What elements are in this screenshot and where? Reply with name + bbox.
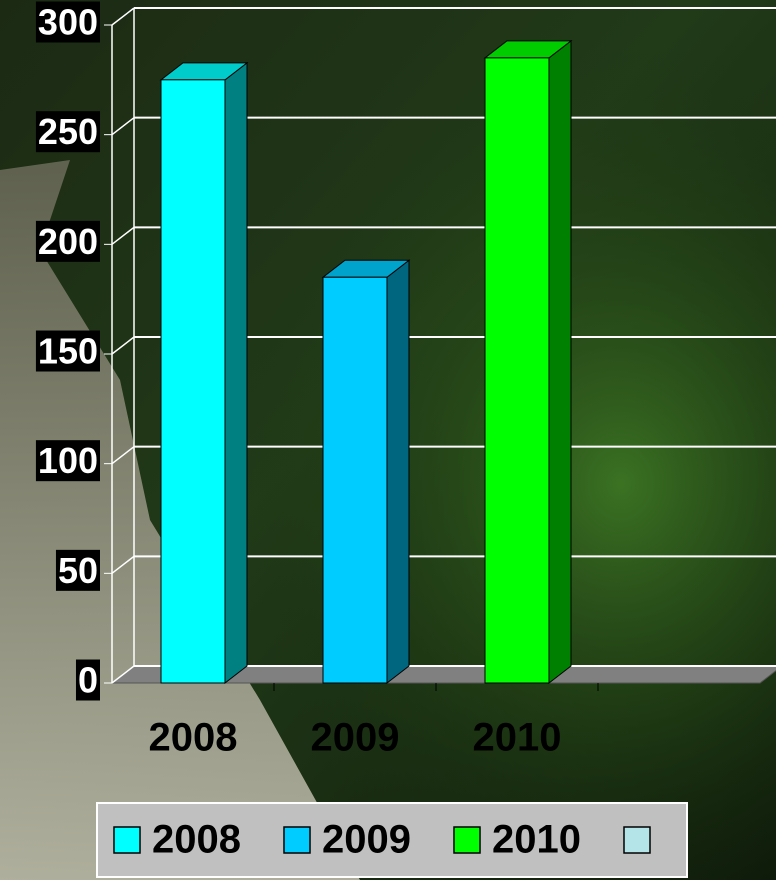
y-tick-label-bg (35, 330, 100, 372)
legend-swatch (113, 826, 141, 854)
y-tick-label-bg (35, 111, 100, 153)
legend-items: 2008 2009 2010 (113, 818, 651, 862)
grid-line-side (111, 226, 135, 245)
y-tick-label-bg (35, 1, 100, 43)
bar-side (224, 61, 248, 685)
grid-line-side (111, 336, 135, 355)
y-tick-label-bg (35, 220, 100, 262)
y-tick-label: 250 (38, 111, 98, 152)
bar-side (548, 39, 572, 685)
legend-swatch (623, 826, 651, 854)
x-tick-label: 2008 (149, 716, 238, 760)
x-tick-label: 2010 (473, 716, 562, 760)
grid-line-side (111, 555, 135, 574)
grid-line-side (111, 7, 135, 26)
plot: 0 50 100 150 200 250 300 2008 2009 2010 (35, 1, 776, 760)
y-tick-label: 0 (78, 660, 98, 701)
bar-side (386, 259, 410, 685)
y-tick-label: 200 (38, 221, 98, 262)
legend-label: 2010 (492, 818, 581, 862)
y-tick-label-bg (35, 440, 100, 482)
y-tick-label: 100 (38, 440, 98, 481)
bar (322, 276, 388, 684)
legend-label: 2009 (322, 818, 411, 862)
y-tick-label: 300 (38, 2, 98, 43)
grid-line-side (111, 446, 135, 465)
y-tick-label: 50 (58, 550, 98, 591)
legend-swatch (283, 826, 311, 854)
legend-label: 2008 (152, 818, 241, 862)
legend-swatch (453, 826, 481, 854)
grid-line-side (111, 117, 135, 136)
legend (96, 802, 688, 878)
bar (160, 79, 226, 684)
y-tick-label-bg (55, 549, 100, 591)
y-tick-label-bg (75, 659, 100, 701)
grid-line-side (111, 665, 135, 684)
x-tick-label: 2009 (311, 716, 400, 760)
bar (484, 57, 550, 684)
y-tick-label: 150 (38, 331, 98, 372)
